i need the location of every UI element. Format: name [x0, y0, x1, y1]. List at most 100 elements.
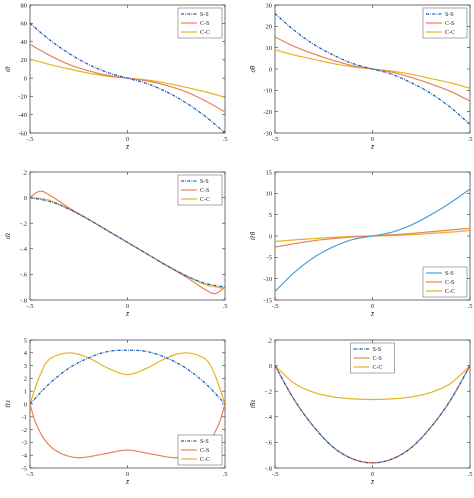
y-tick-label: 15 — [266, 169, 273, 176]
legend-label: C-S — [445, 21, 454, 27]
series-line-s-s — [275, 365, 470, 464]
y-tick-label: -20 — [18, 94, 27, 101]
series-line-s-s — [275, 13, 470, 125]
x-tick-label: 0 — [126, 136, 129, 143]
chart-panel-2: -.5 0 .5 -30 -20 -10 0 10 20 30 z̄ σ̄θ S-S C-S C-C — [249, 2, 472, 151]
legend-label: S-S — [200, 439, 209, 445]
y-tick-label: .2 — [22, 169, 27, 176]
y-tick-label: 20 — [266, 24, 273, 31]
x-axis-label: z̄ — [125, 143, 129, 151]
x-axis-label: z̄ — [370, 310, 374, 318]
y-tick-label: -60 — [18, 130, 27, 137]
y-tick-label: -4 — [22, 453, 28, 460]
y-tick-label: 5 — [24, 337, 27, 344]
y-axis-label: σ̄z — [4, 233, 12, 239]
y-tick-label: 2 — [24, 376, 27, 383]
chart-panel-5: -.5 0 .5 -5 -4 -3 -2 -1 0 1 2 3 4 5 z̄ τ̄rz S-S C-S C-C — [4, 337, 227, 486]
y-tick-label: 30 — [266, 2, 273, 9]
legend: S-S C-S C-C — [422, 7, 468, 39]
x-tick-label: .5 — [223, 136, 228, 143]
legend-label: S-S — [200, 12, 209, 18]
legend-label: C-S — [200, 448, 209, 454]
series-line-s-s — [30, 196, 225, 288]
legend-label: C-C — [445, 289, 455, 295]
y-tick-label: -1 — [22, 414, 27, 421]
y-tick-label: 20 — [21, 57, 28, 64]
x-axis-label: z̄ — [125, 310, 129, 318]
x-tick-label: .5 — [468, 303, 473, 310]
y-tick-label: -.8 — [265, 465, 272, 472]
y-tick-label: 0 — [24, 401, 27, 408]
chart-panel-4: -.5 0 .5 -15 -10 -5 0 5 10 15 z̄ τ̄rθ S-S C-S C-C — [249, 169, 472, 318]
y-tick-label: -.4 — [265, 414, 273, 421]
y-tick-label: 80 — [21, 2, 28, 9]
legend: S-S C-S C-C — [422, 266, 468, 298]
y-axis-label: τ̄rz — [4, 400, 12, 408]
y-tick-label: 0 — [269, 66, 272, 73]
y-tick-label: 0 — [269, 233, 272, 240]
y-tick-label: -.2 — [265, 389, 272, 396]
legend-label: C-C — [445, 30, 455, 36]
y-tick-label: -15 — [263, 297, 272, 304]
legend-label: C-S — [200, 188, 209, 194]
legend-label: S-S — [445, 12, 454, 18]
y-tick-label: 1 — [24, 389, 27, 396]
legend-label: C-C — [200, 197, 210, 203]
y-tick-label: -.4 — [20, 246, 28, 253]
x-tick-label: -.5 — [271, 136, 278, 143]
legend-label: C-S — [373, 356, 382, 362]
y-tick-label: -.6 — [20, 272, 28, 279]
x-tick-label: 0 — [371, 471, 374, 478]
x-axis-label: z̄ — [370, 143, 374, 151]
y-tick-label: -2 — [22, 427, 27, 434]
legend-label: C-S — [200, 21, 209, 27]
y-tick-label: -30 — [263, 130, 272, 137]
x-tick-label: .5 — [468, 471, 473, 478]
y-tick-label: 5 — [269, 212, 272, 219]
legend: S-S C-S C-C — [177, 174, 223, 206]
y-tick-label: 4 — [24, 350, 28, 357]
x-axis-label: z̄ — [370, 478, 374, 486]
legend: S-S C-S C-C — [177, 7, 223, 39]
y-tick-label: 0 — [269, 363, 272, 370]
x-tick-label: .5 — [223, 303, 228, 310]
legend-label: C-C — [200, 30, 210, 36]
series-line-s-s — [30, 22, 225, 133]
x-tick-label: 0 — [126, 471, 129, 478]
x-tick-label: .5 — [468, 136, 473, 143]
y-tick-label: -.6 — [265, 440, 273, 447]
x-tick-label: 0 — [126, 303, 129, 310]
y-tick-label: 60 — [21, 21, 28, 28]
y-tick-label: 10 — [266, 191, 273, 198]
x-axis-label: z̄ — [125, 478, 129, 486]
series-line-c-c — [30, 352, 225, 405]
x-tick-label: 0 — [371, 136, 374, 143]
y-tick-label: 40 — [21, 39, 28, 46]
x-tick-label: 0 — [371, 303, 374, 310]
x-tick-label: -.5 — [26, 136, 33, 143]
series-line-c-c — [275, 365, 470, 401]
y-tick-label: 10 — [266, 45, 273, 52]
y-tick-label: -5 — [267, 255, 272, 262]
y-axis-label: σ̄r — [4, 66, 12, 72]
y-tick-label: -40 — [18, 112, 27, 119]
y-tick-label: -.8 — [20, 297, 27, 304]
y-axis-label: σ̄θ — [249, 65, 257, 72]
legend-label: C-C — [373, 365, 383, 371]
legend: S-S C-S C-C — [177, 434, 223, 466]
legend-label: S-S — [200, 179, 209, 185]
chart-panel-1: -.5 0 .5 -60 -40 -20 0 20 40 60 80 z̄ σ̄r S-S C-S C-C — [4, 2, 227, 151]
y-tick-label: -10 — [263, 276, 272, 283]
x-tick-label: .5 — [223, 471, 228, 478]
x-tick-label: -.5 — [271, 303, 278, 310]
x-tick-label: -.5 — [26, 471, 33, 478]
legend-label: C-C — [200, 457, 210, 463]
y-tick-label: -.2 — [20, 221, 27, 228]
legend-label: C-S — [445, 280, 454, 286]
chart-panel-3: -.5 0 .5 -.8 -.6 -.4 -.2 0 .2 z̄ σ̄z S-S C-S C-C — [4, 169, 227, 318]
y-tick-label: -10 — [263, 88, 272, 95]
chart-panel-6: -.5 0 .5 -.8 -.6 -.4 -.2 0 .2 z̄ τ̄θz S-S C-S C-C — [249, 337, 472, 486]
y-tick-label: -3 — [22, 440, 27, 447]
legend: S-S C-S C-C — [350, 342, 395, 374]
